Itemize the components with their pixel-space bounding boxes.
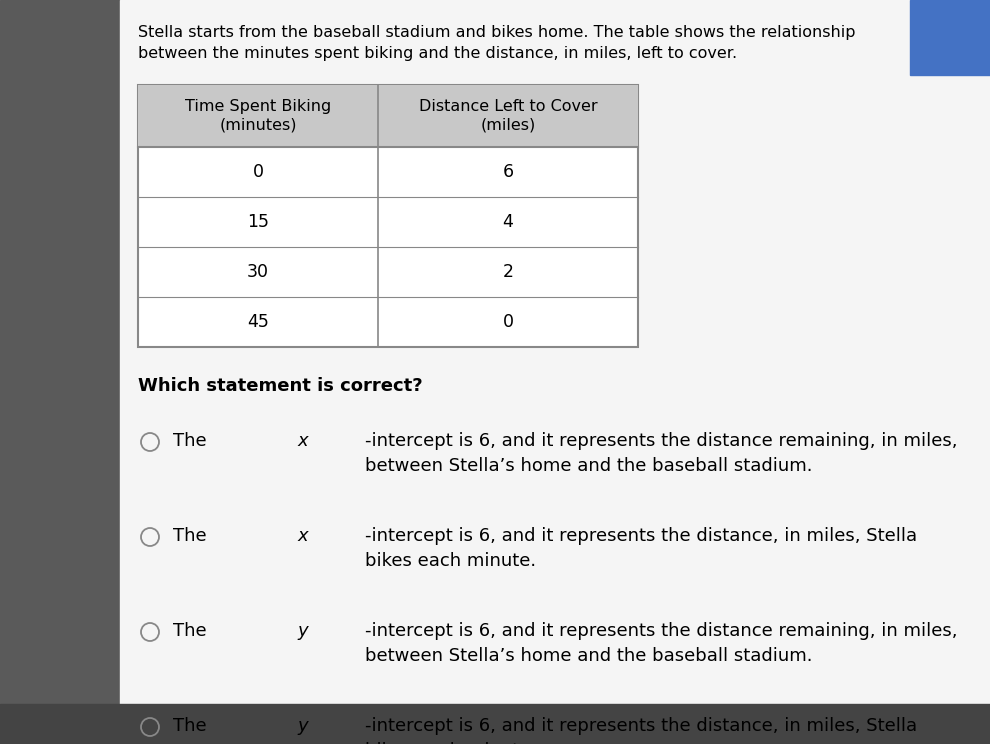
Bar [138,85,638,347]
Text: Time Spent Biking
(minutes): Time Spent Biking (minutes) [185,99,331,132]
Bar [138,85,638,147]
Text: 6: 6 [503,163,514,181]
Text: 0: 0 [503,313,514,331]
Text: Stella starts from the baseball stadium and bikes home. The table shows the rela: Stella starts from the baseball stadium … [138,25,855,61]
Bar [0,704,990,744]
Text: 4: 4 [503,213,514,231]
Text: -intercept is 6, and it represents the distance remaining, in miles,
between Ste: -intercept is 6, and it represents the d… [364,622,957,665]
Bar [910,0,990,75]
Text: x: x [297,432,308,450]
Text: 0: 0 [252,163,263,181]
Text: -intercept is 6, and it represents the distance, in miles, Stella
bikes each min: -intercept is 6, and it represents the d… [364,717,917,744]
Text: 15: 15 [247,213,269,231]
Text: -intercept is 6, and it represents the distance remaining, in miles,
between Ste: -intercept is 6, and it represents the d… [364,432,957,475]
Text: 45: 45 [248,313,269,331]
Text: Which statement is correct?: Which statement is correct? [138,377,423,395]
Text: The: The [173,432,213,450]
Text: The: The [173,622,213,640]
Text: 2: 2 [503,263,514,281]
Text: The: The [173,717,213,735]
Text: Distance Left to Cover
(miles): Distance Left to Cover (miles) [419,99,597,132]
Text: -intercept is 6, and it represents the distance, in miles, Stella
bikes each min: -intercept is 6, and it represents the d… [364,527,917,570]
Text: 30: 30 [247,263,269,281]
Bar [0,0,120,744]
Text: x: x [297,527,308,545]
Bar [120,0,990,744]
Text: y: y [297,622,308,640]
Text: y: y [297,717,308,735]
Text: The: The [173,527,213,545]
